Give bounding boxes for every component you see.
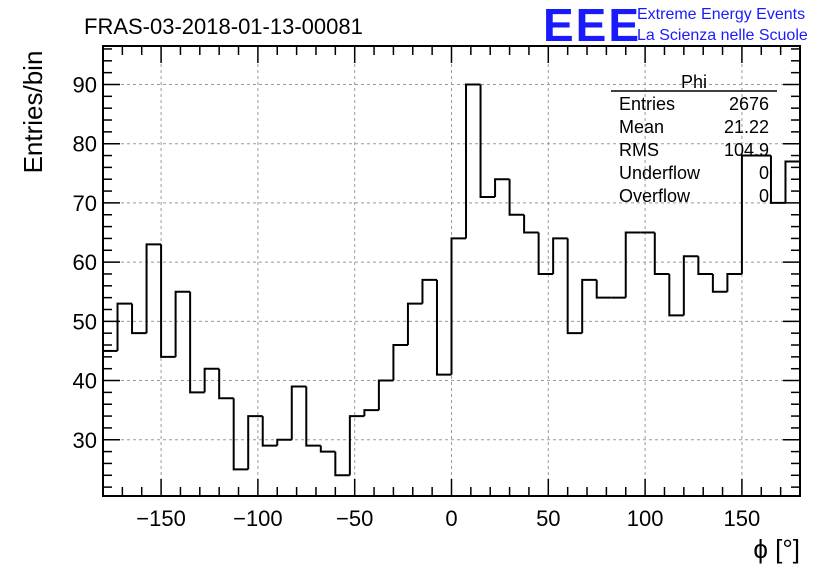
y-tick-label: 50 — [73, 309, 97, 334]
stats-box: Phi Entries 2676 Mean 21.22 RMS 104.9 Underflo… — [611, 72, 777, 206]
histogram-bin — [276, 438, 292, 446]
x-tick-label: −150 — [136, 506, 186, 531]
histogram-bin — [668, 273, 684, 317]
histogram-bin — [363, 409, 379, 417]
stats-value: 21.22 — [724, 117, 769, 137]
histogram-bin — [784, 160, 800, 203]
histogram-bin — [552, 237, 568, 274]
x-axis-label: ϕ [°] — [753, 534, 800, 564]
histogram-bin — [450, 237, 467, 375]
x-tick-label: 150 — [724, 506, 761, 531]
histogram-bin — [334, 451, 350, 477]
x-tick-label: 50 — [536, 506, 560, 531]
histogram-bin — [523, 214, 539, 234]
histogram-bin — [160, 244, 176, 358]
x-tick-label: −50 — [336, 506, 373, 531]
histogram-bin — [508, 179, 525, 216]
x-tick-labels: −150 −100 −50 0 50 100 150 — [136, 506, 760, 531]
y-tick-label: 80 — [73, 132, 97, 157]
x-tick-label: 100 — [627, 506, 664, 531]
stats-label: Overflow — [619, 186, 691, 206]
chart-title: FRAS-03-2018-01-13-00081 — [84, 14, 363, 39]
stats-value: 0 — [759, 163, 769, 183]
histogram-bin — [494, 178, 510, 197]
stats-label: Entries — [619, 94, 675, 114]
histogram-bin — [131, 303, 147, 335]
y-tick-label: 30 — [73, 428, 97, 453]
eee-logo: EEE Extreme Energy Events La Scienza nel… — [543, 0, 808, 51]
histogram-bin — [232, 398, 249, 471]
histogram-bin — [145, 243, 162, 334]
histogram-bin — [218, 368, 234, 400]
x-tick-label: −100 — [233, 506, 283, 531]
histogram-bin — [624, 231, 641, 298]
y-tick-label: 90 — [73, 72, 97, 97]
histogram-bin — [595, 279, 612, 299]
histogram-bin — [465, 83, 481, 239]
histogram-bin — [697, 256, 713, 275]
stats-label: Mean — [619, 117, 664, 137]
histogram-series — [103, 46, 801, 477]
stats-value: 104.9 — [724, 140, 769, 160]
histogram-bin — [653, 232, 670, 275]
histogram-bin — [377, 379, 394, 411]
stats-value: 0 — [759, 186, 769, 206]
histogram-bin — [769, 155, 786, 204]
y-tick-labels: 30 40 50 60 70 80 90 — [73, 72, 97, 452]
histogram-bin — [247, 415, 263, 470]
histogram-bin — [406, 302, 423, 346]
histogram-bin — [711, 273, 728, 293]
histogram-bin — [581, 278, 597, 334]
stats-name: Phi — [681, 72, 707, 92]
x-tick-label: 0 — [445, 506, 457, 531]
histogram-bin — [290, 385, 307, 440]
stats-label: RMS — [619, 140, 659, 160]
histogram-bin — [479, 84, 496, 198]
histogram-bin — [189, 291, 205, 394]
histogram-bin — [682, 255, 699, 316]
histogram-bin — [203, 367, 220, 393]
histogram-bin — [537, 232, 554, 275]
stats-label: Underflow — [619, 163, 701, 183]
histogram-bin — [116, 302, 133, 351]
histogram-bin — [305, 386, 321, 447]
histogram-bin — [319, 445, 336, 453]
histogram-bin — [392, 344, 408, 381]
y-axis-label: Entries/bin — [18, 51, 48, 174]
logo-line1: Extreme Energy Events — [637, 6, 805, 23]
stats-value: 2676 — [729, 94, 769, 114]
logo-line2: La Scienza nelle Scuole — [637, 27, 808, 44]
histogram-bin — [348, 415, 365, 476]
logo-mark: EEE — [543, 0, 641, 51]
y-tick-label: 60 — [73, 250, 97, 275]
histogram-bin — [174, 290, 191, 357]
histogram-bin — [726, 272, 742, 292]
stats-rows: Entries 2676 Mean 21.22 RMS 104.9 Underflow 0 Ov… — [619, 94, 769, 206]
histogram-bin — [261, 416, 278, 447]
y-tick-label: 70 — [73, 191, 97, 216]
y-tick-label: 40 — [73, 369, 97, 394]
histogram-bin — [566, 238, 583, 335]
histogram-bin — [740, 154, 757, 274]
histogram-bin — [435, 279, 452, 376]
histogram-bin — [421, 278, 437, 304]
tick-marks — [102, 46, 801, 496]
